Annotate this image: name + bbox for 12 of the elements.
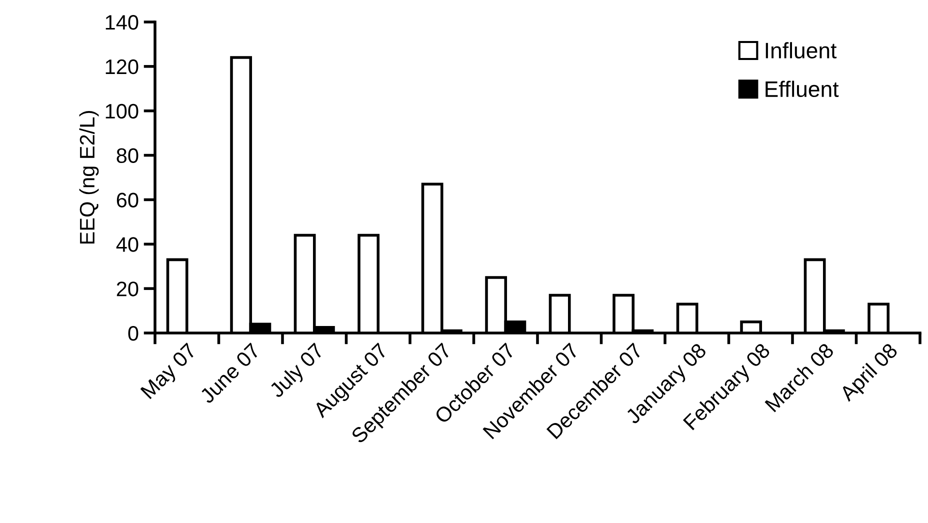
legend-label: Influent	[766, 42, 837, 58]
legend-label: Effluent	[766, 80, 839, 98]
y-tick-label: 140	[106, 15, 138, 30]
y-tick-label: 60	[116, 192, 138, 208]
y-tick-label: 20	[116, 282, 138, 296]
y-tick-label: 40	[116, 237, 138, 252]
y-tick-label: 0	[128, 326, 138, 341]
x-tick-label: May 07	[140, 342, 200, 402]
y-axis-title: EEQ (ng E2/L)	[79, 111, 99, 244]
y-tick-label: 80	[116, 148, 138, 164]
y-tick-label: 100	[106, 104, 138, 119]
y-tick-label: 120	[106, 59, 138, 74]
